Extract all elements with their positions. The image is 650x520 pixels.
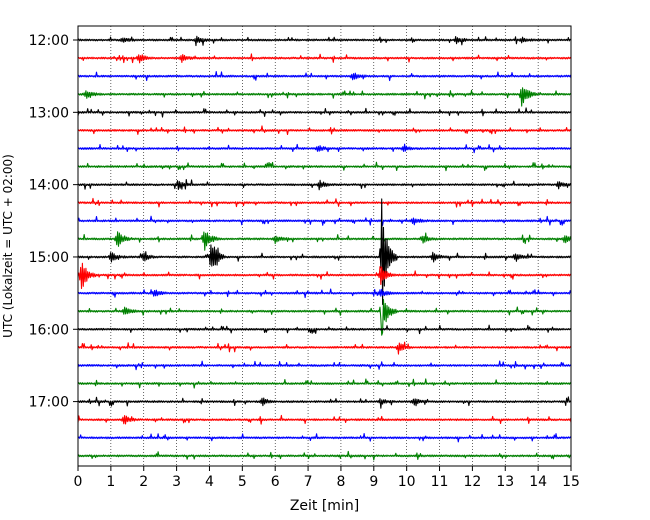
trace-line bbox=[77, 360, 572, 371]
trace-line bbox=[77, 107, 572, 118]
x-tick-label: 0 bbox=[74, 474, 83, 490]
trace-line bbox=[77, 414, 572, 425]
x-tick-label: 8 bbox=[336, 474, 345, 490]
trace-line bbox=[77, 378, 572, 389]
y-axis-ticks: 12:00 13:00 14:00 15:00 16:00 17:00 bbox=[29, 33, 78, 411]
y-axis-label: UTC (Lokalzeit = UTC + 02:00) bbox=[1, 154, 15, 338]
x-axis-ticks: 0 1 2 3 4 5 6 7 8 9 10 11 12 13 14 15 bbox=[74, 466, 580, 490]
y-tick-label: 15:00 bbox=[29, 250, 69, 266]
trace-line bbox=[77, 125, 572, 136]
x-tick-label: 13 bbox=[496, 474, 514, 490]
trace-line bbox=[77, 87, 572, 107]
trace-line bbox=[77, 215, 572, 226]
x-tick-label: 11 bbox=[431, 474, 449, 490]
x-tick-label: 6 bbox=[271, 474, 280, 490]
trace-line bbox=[77, 298, 572, 336]
x-tick-label: 10 bbox=[398, 474, 416, 490]
x-tick-label: 5 bbox=[238, 474, 247, 490]
trace-line bbox=[77, 341, 572, 355]
trace-line bbox=[77, 231, 572, 251]
x-tick-label: 3 bbox=[172, 474, 181, 490]
plot-frame bbox=[77, 25, 572, 467]
trace-line bbox=[77, 161, 572, 172]
x-tick-label: 12 bbox=[463, 474, 481, 490]
trace-line bbox=[77, 179, 572, 191]
x-tick-label: 2 bbox=[139, 474, 148, 490]
trace-line bbox=[77, 433, 572, 443]
seismogram-traces bbox=[77, 35, 572, 461]
trace-line bbox=[77, 198, 572, 305]
trace-line bbox=[77, 262, 572, 290]
y-tick-label: 17:00 bbox=[29, 395, 69, 411]
x-tick-label: 7 bbox=[304, 474, 313, 490]
y-tick-label: 16:00 bbox=[29, 322, 69, 338]
y-tick-label: 14:00 bbox=[29, 178, 69, 194]
trace-line bbox=[77, 396, 572, 409]
x-tick-label: 1 bbox=[106, 474, 115, 490]
x-axis-label: Zeit [min] bbox=[290, 498, 359, 514]
y-tick-label: 13:00 bbox=[29, 105, 69, 121]
y-tick-label: 12:00 bbox=[29, 33, 69, 49]
trace-line bbox=[77, 324, 572, 335]
minute-gridlines bbox=[110, 26, 539, 466]
trace-line bbox=[77, 35, 572, 47]
x-tick-label: 9 bbox=[369, 474, 378, 490]
trace-line bbox=[77, 53, 572, 64]
x-tick-label: 15 bbox=[562, 474, 580, 490]
x-tick-label: 4 bbox=[205, 474, 214, 490]
trace-line bbox=[77, 197, 572, 208]
trace-line bbox=[77, 143, 572, 154]
trace-line bbox=[77, 71, 572, 82]
trace-line bbox=[77, 288, 572, 299]
trace-line bbox=[77, 450, 572, 461]
x-tick-label: 14 bbox=[529, 474, 547, 490]
